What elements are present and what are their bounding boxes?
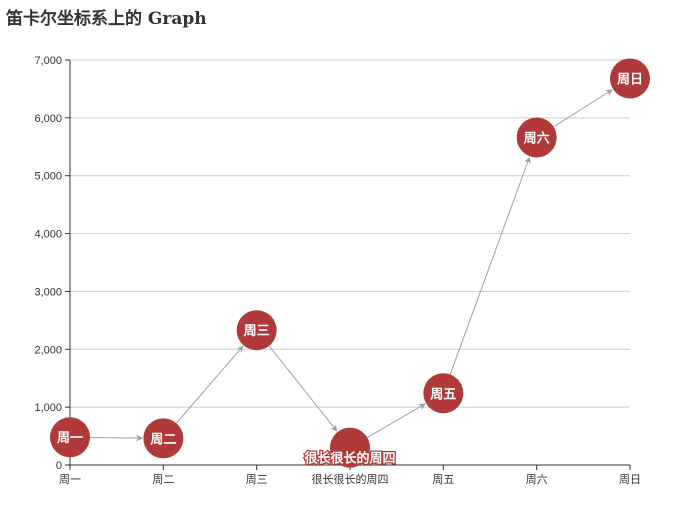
- chart-title: 笛卡尔坐标系上的 Graph: [6, 9, 207, 29]
- graph-node[interactable]: [330, 427, 370, 468]
- y-tick-label: 0: [56, 460, 62, 472]
- graph-node[interactable]: [236, 310, 277, 351]
- graph-node-label: 周三: [244, 324, 270, 339]
- y-tick-label: 7,000: [34, 55, 62, 67]
- y-tick-label: 6,000: [34, 113, 62, 125]
- graph-node-label: 周五: [430, 387, 456, 402]
- graph-node[interactable]: [610, 58, 650, 99]
- x-tick-label: 周三: [246, 473, 268, 486]
- graph-edge: [268, 345, 338, 432]
- graph-node-label: 周日: [617, 73, 643, 88]
- y-tick-label: 2,000: [34, 344, 62, 356]
- graph-node[interactable]: [50, 417, 90, 458]
- y-tick-label: 1,000: [34, 402, 62, 414]
- graph-edge: [553, 89, 613, 128]
- y-tick-label: 4,000: [34, 229, 62, 241]
- x-tick-label: 周二: [152, 473, 174, 486]
- graph-edge: [176, 345, 244, 424]
- graph-edge: [367, 403, 426, 439]
- x-tick-label: 周六: [526, 473, 548, 486]
- x-tick-label: 很长很长的周四: [312, 472, 389, 486]
- graph-node-label: 周一: [57, 431, 83, 446]
- graph-node[interactable]: [516, 117, 557, 158]
- graph-node-label: 周六: [524, 131, 550, 147]
- graph-node-label: 很长很长的周四: [304, 451, 395, 467]
- y-tick-label: 5,000: [34, 171, 62, 183]
- x-tick-label: 周五: [432, 473, 454, 486]
- x-tick-label: 周日: [619, 473, 641, 486]
- graph-edge: [89, 434, 144, 442]
- graph-edge: [449, 156, 531, 375]
- graph-node-label: 周二: [150, 432, 176, 447]
- y-tick-label: 3,000: [34, 286, 62, 298]
- x-tick-label: 周一: [59, 473, 81, 486]
- graph-node[interactable]: [143, 418, 184, 459]
- graph-node[interactable]: [423, 373, 464, 414]
